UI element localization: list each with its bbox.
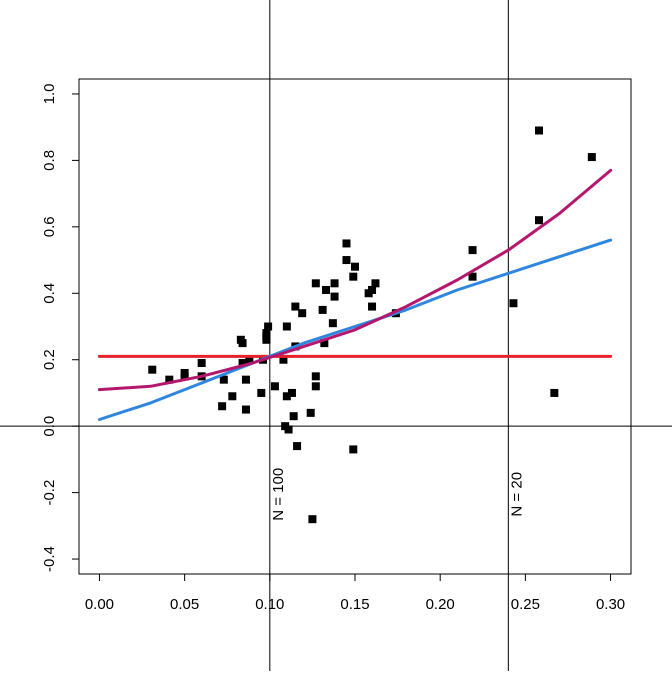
y-tick-label: 0.4 bbox=[41, 283, 58, 304]
x-tick-label: 0.20 bbox=[426, 596, 455, 613]
data-point bbox=[318, 305, 327, 314]
data-point bbox=[218, 402, 227, 411]
data-point bbox=[165, 375, 174, 384]
data-point bbox=[311, 372, 320, 381]
reference-label: N = 100 bbox=[270, 468, 287, 521]
series-line bbox=[97, 238, 613, 421]
data-point bbox=[241, 375, 250, 384]
data-point bbox=[308, 515, 317, 524]
data-point bbox=[262, 335, 271, 344]
y-tick-label: -0.4 bbox=[41, 546, 58, 572]
data-point bbox=[298, 309, 307, 318]
data-point bbox=[342, 239, 351, 248]
y-tick-label: 1.0 bbox=[41, 84, 58, 105]
data-point bbox=[368, 285, 377, 294]
x-axis: 0.00 0.05 0.10 0.15 0.20 0.25 0.30 bbox=[85, 573, 625, 613]
y-tick-label: -0.2 bbox=[41, 480, 58, 506]
data-point bbox=[351, 262, 359, 271]
data-point bbox=[293, 442, 302, 451]
reference-label: N = 20 bbox=[508, 472, 525, 517]
data-point bbox=[349, 445, 358, 454]
data-point bbox=[282, 322, 291, 331]
y-tick-label: 0.6 bbox=[41, 216, 58, 237]
data-point bbox=[535, 126, 543, 135]
data-point bbox=[328, 319, 337, 328]
data-point bbox=[264, 322, 273, 331]
data-point bbox=[289, 412, 298, 421]
data-point bbox=[180, 369, 189, 378]
data-point bbox=[291, 302, 300, 311]
fit-lines bbox=[97, 168, 613, 421]
data-point bbox=[587, 153, 596, 162]
data-point bbox=[238, 339, 247, 348]
data-point bbox=[509, 299, 518, 308]
data-point bbox=[368, 302, 377, 311]
data-point bbox=[311, 279, 320, 288]
y-tick-label: 0.8 bbox=[41, 150, 58, 171]
data-point bbox=[550, 388, 559, 397]
data-point bbox=[287, 388, 296, 397]
data-point bbox=[284, 425, 293, 434]
data-point bbox=[535, 216, 543, 225]
y-tick-label: 0.2 bbox=[41, 349, 58, 370]
data-point bbox=[311, 382, 320, 391]
data-point bbox=[468, 272, 477, 281]
data-point bbox=[279, 355, 288, 364]
data-point bbox=[468, 246, 477, 255]
data-point bbox=[245, 355, 254, 364]
y-tick-label: 0.0 bbox=[41, 416, 58, 437]
data-point bbox=[270, 382, 279, 391]
data-point bbox=[342, 256, 351, 265]
data-point bbox=[148, 365, 157, 374]
data-point bbox=[238, 359, 247, 368]
x-tick-label: 0.10 bbox=[255, 596, 284, 613]
x-tick-label: 0.30 bbox=[596, 596, 625, 613]
x-tick-label: 0.00 bbox=[85, 596, 114, 613]
data-point bbox=[330, 292, 339, 301]
y-axis: -0.4 -0.2 0.0 0.2 0.4 0.6 0.8 1.0 bbox=[41, 84, 80, 572]
data-point bbox=[349, 272, 358, 281]
data-points bbox=[148, 126, 596, 524]
data-point bbox=[320, 339, 329, 348]
data-point bbox=[371, 279, 380, 288]
series-line bbox=[97, 168, 613, 392]
x-tick-label: 0.05 bbox=[170, 596, 199, 613]
data-point bbox=[306, 408, 315, 417]
x-tick-label: 0.25 bbox=[511, 596, 540, 613]
data-point bbox=[282, 392, 291, 401]
data-point bbox=[197, 359, 206, 368]
data-point bbox=[219, 375, 228, 384]
data-point bbox=[322, 285, 331, 294]
data-point bbox=[257, 388, 266, 397]
data-point bbox=[228, 392, 237, 401]
data-point bbox=[330, 279, 339, 288]
data-point bbox=[241, 405, 250, 414]
x-tick-label: 0.15 bbox=[340, 596, 369, 613]
